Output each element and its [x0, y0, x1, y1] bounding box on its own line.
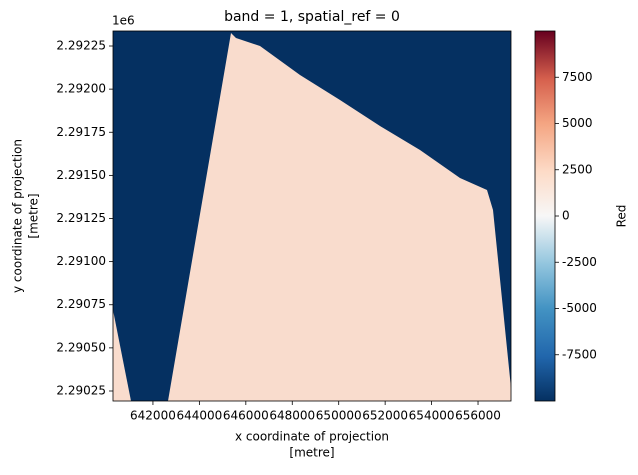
colorbar-tick-label: -2500: [562, 255, 597, 269]
x-tick-label: 650000: [316, 409, 362, 423]
offset-text: 1e6: [112, 14, 135, 28]
chart-title: band = 1, spatial_ref = 0: [224, 9, 400, 25]
y-tick-label: 2.29025: [56, 383, 106, 397]
y-tick-label: 2.29125: [56, 211, 106, 225]
colorbar-label: Red: [615, 205, 629, 228]
colorbar-tick-label: -5000: [562, 301, 597, 315]
y-tick-label: 2.29075: [56, 297, 106, 311]
x-tick-label: 654000: [409, 409, 455, 423]
y-tick-label: 2.29200: [56, 82, 106, 96]
x-tick-label: 656000: [455, 409, 501, 423]
x-tick-label: 652000: [362, 409, 408, 423]
x-tick-label: 644000: [176, 409, 222, 423]
x-axis-label: x coordinate of projection: [235, 430, 389, 444]
colorbar-tick-label: 2500: [562, 162, 593, 176]
colorbar-tick-label: -7500: [562, 347, 597, 361]
plot-frame: [112, 30, 512, 402]
y-tick-label: 2.29225: [56, 39, 106, 53]
y-axis-label: [metre]: [27, 193, 41, 238]
raster: [113, 31, 511, 401]
y-axis-label: y coordinate of projection: [11, 139, 25, 293]
y-tick-label: 2.29150: [56, 168, 106, 182]
x-tick-label: 642000: [130, 409, 176, 423]
colorbar-tick-label: 0: [562, 209, 570, 223]
x-tick-label: 646000: [223, 409, 269, 423]
colorbar: [534, 30, 556, 402]
x-tick-label: 648000: [269, 409, 315, 423]
colorbar-tick-label: 5000: [562, 116, 593, 130]
y-tick-label: 2.29050: [56, 340, 106, 354]
x-axis-label: [metre]: [289, 446, 334, 460]
y-tick-label: 2.29100: [56, 254, 106, 268]
y-tick-label: 2.29175: [56, 125, 106, 139]
colorbar-tick-label: 7500: [562, 70, 593, 84]
